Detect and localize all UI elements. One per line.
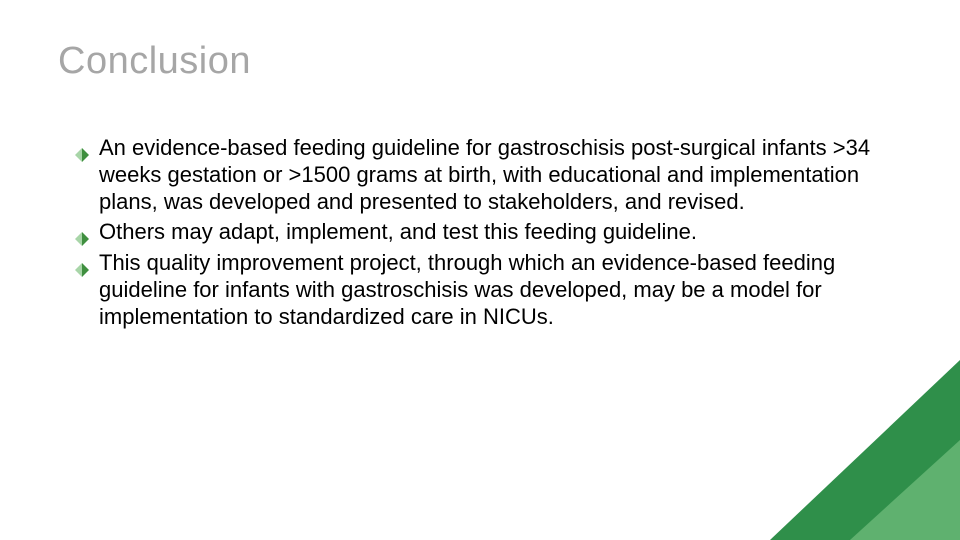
- bullet-diamond-left: [75, 232, 82, 246]
- bullet-diamond-right: [82, 263, 89, 277]
- bullet-diamond-left: [75, 148, 82, 162]
- list-item: This quality improvement project, throug…: [75, 250, 905, 330]
- bullet-text: This quality improvement project, throug…: [99, 250, 835, 329]
- bullet-diamond-left: [75, 263, 82, 277]
- bullet-diamond-right: [82, 148, 89, 162]
- slide-title: Conclusion: [58, 40, 251, 83]
- accent-poly-2: [850, 440, 960, 540]
- slide-body: An evidence-based feeding guideline for …: [75, 135, 905, 335]
- list-item: An evidence-based feeding guideline for …: [75, 135, 905, 215]
- list-item: Others may adapt, implement, and test th…: [75, 219, 905, 246]
- bullet-text: Others may adapt, implement, and test th…: [99, 219, 697, 244]
- slide: Conclusion An evidence-based feeding gui…: [0, 0, 960, 540]
- bullet-diamond-right: [82, 232, 89, 246]
- bullet-text: An evidence-based feeding guideline for …: [99, 135, 870, 214]
- accent-poly-1: [770, 360, 960, 540]
